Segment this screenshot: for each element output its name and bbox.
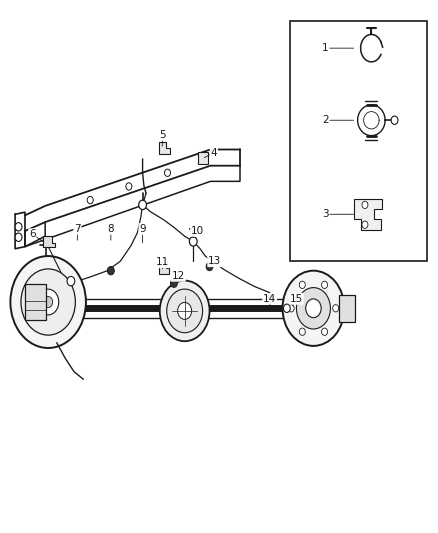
Circle shape [67, 277, 75, 286]
Circle shape [165, 169, 170, 176]
Text: 7: 7 [74, 224, 81, 234]
Circle shape [11, 256, 86, 348]
Polygon shape [159, 262, 169, 274]
Text: 1: 1 [322, 43, 329, 53]
Circle shape [321, 328, 328, 335]
Circle shape [139, 200, 146, 209]
Text: 12: 12 [172, 271, 185, 281]
Circle shape [306, 299, 321, 318]
Circle shape [160, 280, 209, 341]
Polygon shape [159, 142, 170, 154]
Circle shape [321, 281, 328, 288]
Circle shape [44, 296, 53, 308]
Polygon shape [43, 236, 55, 247]
Polygon shape [198, 151, 208, 164]
Circle shape [170, 279, 177, 287]
Circle shape [362, 221, 368, 228]
Circle shape [362, 201, 368, 208]
Circle shape [283, 271, 344, 346]
Text: 4: 4 [211, 148, 217, 158]
Circle shape [87, 197, 93, 204]
Circle shape [333, 305, 339, 312]
Text: 10: 10 [191, 226, 204, 236]
Text: 9: 9 [139, 224, 146, 234]
Circle shape [15, 233, 22, 241]
Text: 2: 2 [322, 115, 329, 125]
Text: 8: 8 [107, 224, 114, 234]
Circle shape [189, 237, 197, 246]
Bar [25, 284, 46, 320]
Circle shape [299, 281, 305, 288]
Circle shape [126, 183, 132, 190]
Circle shape [167, 289, 203, 333]
Circle shape [266, 295, 273, 303]
Circle shape [107, 266, 114, 275]
Bar [290, 21, 427, 261]
Text: 6: 6 [29, 229, 35, 239]
Text: 5: 5 [159, 130, 166, 140]
Polygon shape [354, 199, 382, 230]
Circle shape [288, 305, 294, 312]
Text: 13: 13 [208, 256, 221, 266]
Circle shape [21, 269, 75, 335]
Circle shape [15, 223, 22, 231]
Text: 15: 15 [290, 294, 303, 304]
Circle shape [299, 328, 305, 335]
Text: 11: 11 [156, 257, 169, 268]
Circle shape [206, 262, 213, 271]
Circle shape [178, 302, 192, 319]
Circle shape [297, 288, 330, 329]
Text: 14: 14 [263, 294, 276, 304]
Circle shape [391, 116, 398, 124]
Bar [339, 295, 355, 322]
Circle shape [38, 289, 59, 315]
Circle shape [283, 304, 290, 312]
Text: 3: 3 [322, 209, 329, 219]
